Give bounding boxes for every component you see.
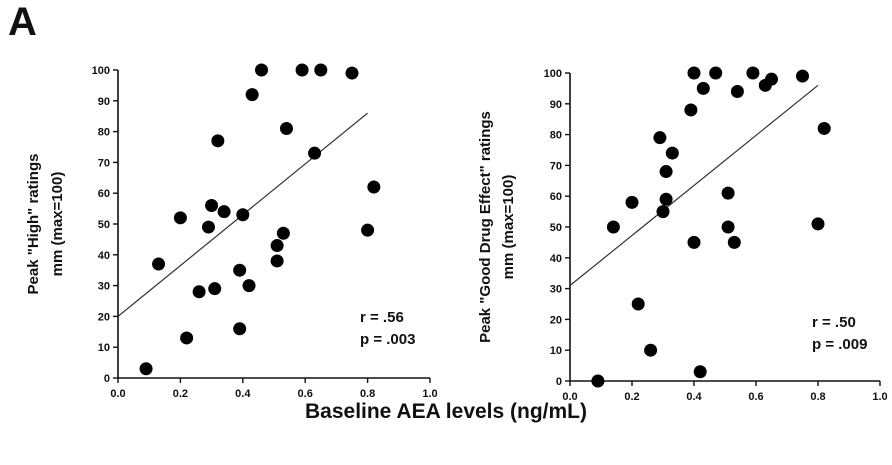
data-point xyxy=(696,81,710,95)
data-point xyxy=(314,63,328,77)
data-point xyxy=(606,220,620,234)
data-point xyxy=(295,63,309,77)
data-point xyxy=(236,208,250,222)
data-point xyxy=(721,220,735,234)
y-tick-label: 90 xyxy=(550,99,562,111)
x-tick-label: 0.6 xyxy=(748,391,763,400)
data-point xyxy=(811,217,825,231)
data-point xyxy=(684,103,698,117)
y-tick-label: 80 xyxy=(550,130,562,142)
x-tick-label: 0.6 xyxy=(298,388,313,400)
shared-x-axis-label: Baseline AEA levels (ng/mL) xyxy=(304,400,588,423)
data-point xyxy=(746,66,760,80)
data-point xyxy=(625,195,639,209)
data-point xyxy=(173,211,187,225)
data-point xyxy=(208,282,222,296)
regression-line xyxy=(569,84,819,286)
data-point xyxy=(721,186,735,200)
x-tick-label: 0.0 xyxy=(110,388,125,400)
correlation-p-label: p = .003 xyxy=(360,331,415,348)
y-tick-label: 100 xyxy=(92,65,110,77)
data-point xyxy=(644,343,658,357)
data-point xyxy=(270,254,284,268)
data-point xyxy=(211,134,225,148)
y-tick-label: 0 xyxy=(556,376,562,388)
data-point xyxy=(659,165,673,179)
data-point xyxy=(693,365,707,379)
data-point xyxy=(367,180,381,194)
y-tick-label: 20 xyxy=(98,311,110,323)
data-point xyxy=(817,121,831,135)
y-tick-label: 70 xyxy=(550,160,562,172)
x-tick-label: 0.8 xyxy=(360,388,375,400)
x-tick-label: 1.0 xyxy=(422,388,437,400)
x-tick-label: 0.4 xyxy=(235,388,251,400)
data-point xyxy=(233,263,247,277)
correlation-r-label: r = .50 xyxy=(812,314,856,331)
data-point xyxy=(255,63,269,77)
data-point xyxy=(361,223,375,237)
data-point xyxy=(233,322,247,336)
data-point xyxy=(205,199,219,213)
data-point xyxy=(709,66,723,80)
y-tick-label: 0 xyxy=(104,373,110,385)
data-point xyxy=(270,239,284,253)
data-point xyxy=(591,374,605,388)
y-tick-label: 30 xyxy=(98,281,110,293)
y-tick-label: 40 xyxy=(98,250,110,262)
y-tick-label: 30 xyxy=(550,284,562,296)
y-axis-label-line1: Peak "Good Drug Effect" ratings xyxy=(477,111,494,343)
y-axis-label-line1: Peak "High" ratings xyxy=(25,154,42,295)
data-point xyxy=(687,235,701,249)
y-tick-label: 10 xyxy=(98,342,110,354)
y-tick-label: 60 xyxy=(550,191,562,203)
x-tick-label: 1.0 xyxy=(872,391,887,400)
data-point xyxy=(631,297,645,311)
data-point xyxy=(279,122,293,136)
good-drug-effect-scatter-plot: 0.0 0.2 0.4 0.6 0.8 1.0 0 10 20 30 40 50 60 70 80 90 100… xyxy=(477,66,888,400)
correlation-p-label: p = .009 xyxy=(812,336,867,353)
data-point xyxy=(139,362,153,376)
y-tick-label: 80 xyxy=(98,127,110,139)
data-point xyxy=(659,192,673,206)
y-tick-label: 100 xyxy=(544,68,562,80)
x-tick-label: 0.8 xyxy=(810,391,825,400)
data-point xyxy=(217,205,231,219)
data-point xyxy=(665,146,679,160)
x-tick-label: 0.4 xyxy=(686,391,702,400)
y-axis-label-line2: mm (max=100) xyxy=(49,172,66,277)
data-point xyxy=(201,220,215,234)
y-tick-label: 60 xyxy=(98,188,110,200)
data-point xyxy=(152,257,166,271)
high-ratings-scatter-plot: 0.0 0.2 0.4 0.6 0.8 1.0 0 10 20 30 40 50 60 70 80 90 100… xyxy=(25,63,438,400)
data-point xyxy=(727,235,741,249)
panel-label: A xyxy=(8,0,37,44)
data-point xyxy=(242,279,256,293)
x-tick-label: 0.2 xyxy=(624,391,639,400)
data-point xyxy=(656,205,670,219)
data-point xyxy=(245,88,259,102)
y-tick-label: 20 xyxy=(550,314,562,326)
data-point xyxy=(308,146,322,160)
y-tick-label: 90 xyxy=(98,96,110,108)
data-point xyxy=(730,84,744,98)
y-tick-label: 50 xyxy=(98,219,110,231)
data-point xyxy=(276,226,290,240)
correlation-r-label: r = .56 xyxy=(360,309,404,326)
y-tick-label: 10 xyxy=(550,345,562,357)
x-tick-label: 0.2 xyxy=(173,388,188,400)
y-axis-label-line2: mm (max=100) xyxy=(500,175,517,280)
data-point xyxy=(687,66,701,80)
data-point xyxy=(192,285,206,299)
data-point xyxy=(765,72,778,86)
x-tick-label: 0.0 xyxy=(562,391,577,400)
y-tick-label: 70 xyxy=(98,157,110,169)
data-point xyxy=(653,131,667,145)
y-tick-label: 40 xyxy=(550,253,562,265)
data-point xyxy=(345,66,359,80)
data-point xyxy=(796,69,809,83)
data-point xyxy=(180,331,194,345)
y-tick-label: 50 xyxy=(550,222,562,234)
